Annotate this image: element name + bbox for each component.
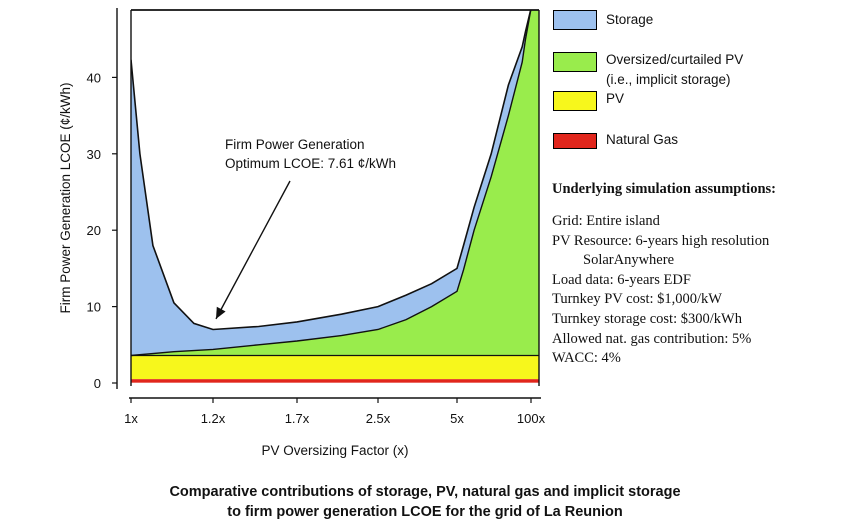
oversized-pv-curve <box>131 10 532 357</box>
assumption-storage-cost: Turnkey storage cost: $300/kWh <box>552 310 742 327</box>
caption-line-1: Comparative contributions of storage, PV… <box>169 484 681 500</box>
legend-swatch-natural-gas <box>553 133 597 149</box>
annotation-line-1: Firm Power Generation <box>225 137 365 152</box>
annotation-line-2: Optimum LCOE: 7.61 ¢/kWh <box>225 156 396 171</box>
assumptions-heading: Underlying simulation assumptions: <box>552 181 776 197</box>
legend-swatch-storage <box>553 10 597 30</box>
assumption-pv-cost: Turnkey PV cost: $1,000/kW <box>552 291 722 308</box>
assumption-wacc: WACC: 4% <box>552 350 621 367</box>
x-tick-label: 2.5x <box>366 411 391 426</box>
pv-band <box>131 355 539 380</box>
y-tick-label: 40 <box>87 70 101 85</box>
x-axis-label: PV Oversizing Factor (x) <box>261 443 408 458</box>
caption-line-2: to firm power generation LCOE for the gr… <box>227 504 623 520</box>
y-tick-label: 30 <box>87 147 101 162</box>
figure-caption: Comparative contributions of storage, PV… <box>0 482 850 522</box>
assumptions-panel: Underlying simulation assumptions: Grid:… <box>552 181 776 369</box>
x-tick-label: 1.2x <box>201 411 226 426</box>
annotation-arrow-head <box>216 306 226 319</box>
assumption-grid: Grid: Entire island <box>552 213 660 229</box>
assumption-load-data: Load data: 6-years EDF <box>552 271 691 288</box>
x-tick-label: 100x <box>517 411 546 426</box>
x-tick-label: 1.7x <box>285 411 310 426</box>
legend-swatch-oversized-pv <box>553 52 597 72</box>
y-tick-label: 20 <box>87 223 101 238</box>
legend-swatch-pv <box>553 91 597 111</box>
storage-curve <box>131 10 532 331</box>
annotation-arrow-shaft <box>215 180 291 320</box>
y-tick-label: 10 <box>87 300 101 315</box>
legend-label-pv: PV <box>606 91 625 106</box>
legend-label-oversized-pv-note: (i.e., implicit storage) <box>606 72 731 87</box>
y-axis-label: Firm Power Generation LCOE (¢/kWh) <box>58 82 73 313</box>
oversized-pv-area <box>131 10 539 356</box>
x-tick-label: 5x <box>450 411 464 426</box>
y-tick-label: 0 <box>94 376 101 391</box>
legend-label-oversized-pv: Oversized/curtailed PV <box>606 52 744 67</box>
assumption-gas-contribution: Allowed nat. gas contribution: 5% <box>552 330 752 347</box>
legend-label-storage: Storage <box>606 12 654 27</box>
natural-gas-band <box>131 379 539 383</box>
assumption-pv-resource-source: SolarAnywhere <box>583 252 675 269</box>
assumption-pv-resource: PV Resource: 6-years high resolution <box>552 232 770 249</box>
legend-label-natural-gas: Natural Gas <box>606 132 679 147</box>
plot-area <box>131 10 539 383</box>
x-tick-label: 1x <box>124 411 138 426</box>
